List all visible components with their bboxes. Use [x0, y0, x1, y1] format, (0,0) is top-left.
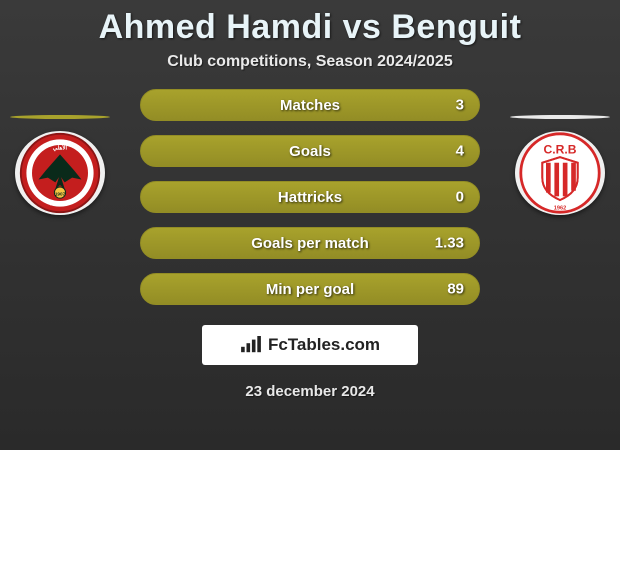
subtitle: Club competitions, Season 2024/2025	[0, 53, 620, 71]
crb-badge-icon: C.R.B 1962	[518, 131, 602, 215]
left-player-column: 1907 الأهلي AL AHLY	[10, 115, 110, 215]
stats-list: Matches 3 Goals 4 Hattricks 0 Goals per …	[140, 89, 480, 305]
stat-row-matches: Matches 3	[140, 89, 480, 121]
stat-row-hattricks: Hattricks 0	[140, 181, 480, 213]
al-ahly-badge-icon: 1907 الأهلي AL AHLY	[18, 131, 102, 215]
page-title: Ahmed Hamdi vs Benguit	[0, 8, 620, 47]
stat-value: 0	[456, 189, 464, 206]
stat-label: Goals	[289, 143, 331, 160]
stat-label: Matches	[280, 97, 340, 114]
brand-text: FcTables.com	[268, 335, 380, 355]
right-player-ellipse	[510, 115, 610, 119]
left-player-ellipse	[10, 115, 110, 119]
stat-label: Hattricks	[278, 189, 342, 206]
footer-date: 23 december 2024	[0, 383, 620, 400]
stat-value: 3	[456, 97, 464, 114]
stat-row-min-per-goal: Min per goal 89	[140, 273, 480, 305]
stat-label: Goals per match	[251, 235, 369, 252]
stat-label: Min per goal	[266, 281, 354, 298]
stat-value: 89	[447, 281, 464, 298]
crb-badge: C.R.B 1962	[515, 131, 605, 215]
stat-row-goals: Goals 4	[140, 135, 480, 167]
svg-text:1962: 1962	[554, 205, 566, 211]
svg-text:C.R.B: C.R.B	[543, 142, 576, 156]
bar-chart-icon	[240, 336, 262, 354]
comparison-card: Ahmed Hamdi vs Benguit Club competitions…	[0, 0, 620, 450]
svg-text:1907: 1907	[55, 191, 66, 196]
brand-box[interactable]: FcTables.com	[202, 325, 418, 365]
svg-text:AL AHLY: AL AHLY	[50, 202, 70, 207]
stat-row-goals-per-match: Goals per match 1.33	[140, 227, 480, 259]
stat-value: 4	[456, 143, 464, 160]
stat-value: 1.33	[435, 235, 464, 252]
right-player-column: C.R.B 1962	[510, 115, 610, 215]
al-ahly-badge: 1907 الأهلي AL AHLY	[15, 131, 105, 215]
